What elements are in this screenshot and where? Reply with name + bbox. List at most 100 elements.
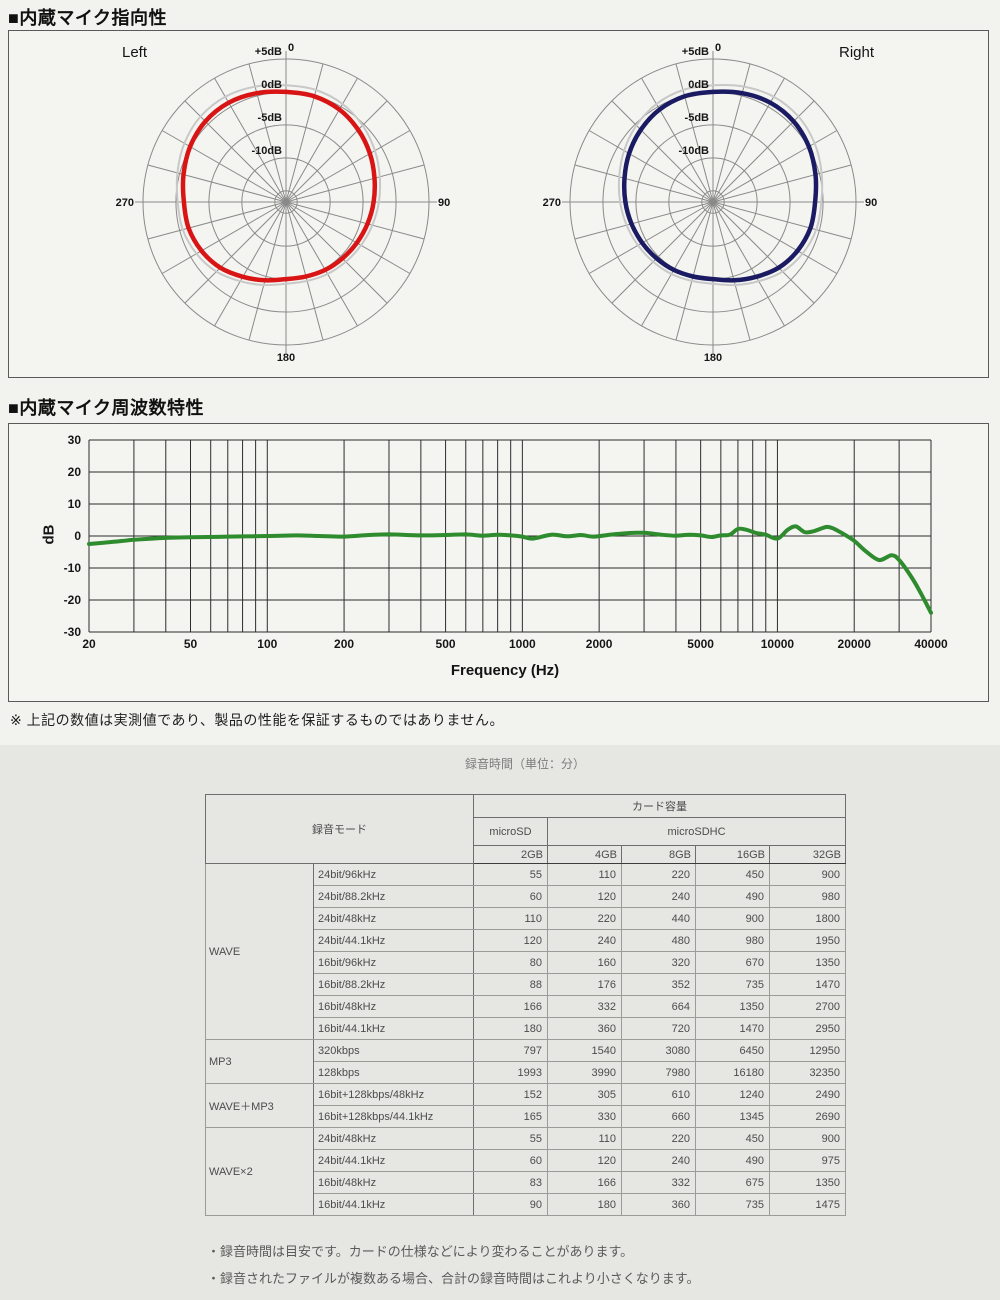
recording-minutes: 32350 <box>768 1061 847 1084</box>
footnotes: ・録音時間は目安です。カードの仕様などにより変わることがあります。 ・録音された… <box>207 1238 699 1292</box>
recording-mode: 16bit+128kbps/48kHz <box>313 1083 474 1106</box>
recording-minutes: 55 <box>473 863 548 886</box>
recording-mode: 320kbps <box>313 1039 474 1062</box>
recording-minutes: 90 <box>473 1193 548 1216</box>
recording-format-group: WAVE×2 <box>205 1127 314 1216</box>
recording-time-table: 録音モード カード容量 microSD microSDHC 2GB 4GB 8G… <box>205 794 847 1216</box>
recording-mode: 16bit/48kHz <box>313 995 474 1018</box>
recording-minutes: 88 <box>473 973 548 996</box>
svg-text:0: 0 <box>715 42 721 54</box>
y-axis-label: dB <box>40 524 58 545</box>
recording-minutes: 55 <box>473 1127 548 1150</box>
svg-text:-5dB: -5dB <box>258 112 283 124</box>
recording-minutes: 220 <box>621 1127 696 1150</box>
recording-mode: 16bit/48kHz <box>313 1171 474 1194</box>
recording-minutes: 900 <box>768 863 847 886</box>
recording-minutes: 1950 <box>768 929 847 952</box>
recording-minutes: 480 <box>621 929 696 952</box>
recording-minutes: 660 <box>621 1105 696 1128</box>
recording-mode: 128kbps <box>313 1061 474 1084</box>
recording-minutes: 120 <box>547 885 622 908</box>
recording-mode: 16bit/96kHz <box>313 951 474 974</box>
recording-format-group: WAVE＋MP3 <box>205 1083 314 1128</box>
header-microsdhc: microSDHC <box>546 817 847 846</box>
recording-minutes: 12950 <box>768 1039 847 1062</box>
recording-minutes: 152 <box>473 1083 548 1106</box>
recording-minutes: 240 <box>621 885 696 908</box>
recording-minutes: 332 <box>547 995 622 1018</box>
right-channel-label: Right <box>839 44 875 61</box>
recording-minutes: 980 <box>695 929 770 952</box>
recording-minutes: 83 <box>473 1171 548 1194</box>
recording-minutes: 900 <box>695 907 770 930</box>
recording-mode: 24bit/96kHz <box>313 863 474 886</box>
recording-minutes: 240 <box>547 929 622 952</box>
recording-minutes: 490 <box>695 1149 770 1172</box>
table-row: 16bit/48kHz 166 332 664 1350 2700 <box>206 995 847 1018</box>
frequency-chart-box: 30 20 10 0 -10 -20 -30 20 50 100 200 500 1000 2000 500… <box>8 423 989 702</box>
recording-minutes: 360 <box>621 1193 696 1216</box>
x-axis-label: Frequency (Hz) <box>450 662 560 679</box>
recording-minutes: 16180 <box>695 1061 770 1084</box>
recording-minutes: 180 <box>547 1193 622 1216</box>
svg-text:20: 20 <box>68 465 82 479</box>
svg-text:0dB: 0dB <box>261 79 282 91</box>
table-row: WAVE×2 24bit/48kHz 55 110 220 450 900 <box>205 1127 847 1216</box>
recording-mode: 16bit+128kbps/44.1kHz <box>313 1105 474 1128</box>
svg-text:90: 90 <box>865 197 877 209</box>
table-row: 16bit/48kHz 83 166 332 675 1350 <box>206 1171 847 1194</box>
recording-mode: 24bit/48kHz <box>313 1127 474 1150</box>
svg-text:1000: 1000 <box>509 637 536 651</box>
recording-minutes: 2490 <box>768 1083 847 1106</box>
svg-text:0: 0 <box>288 42 294 54</box>
recording-mode: 16bit/44.1kHz <box>313 1193 474 1216</box>
polar-charts-box: +5dB 0dB -5dB -10dB 0 90 270 180 +5dB 0dB -5dB -10d… <box>8 30 989 378</box>
svg-text:180: 180 <box>277 352 295 364</box>
svg-text:-20: -20 <box>64 593 82 607</box>
recording-minutes: 797 <box>473 1039 548 1062</box>
recording-minutes: 735 <box>695 973 770 996</box>
footnote-line: ・録音時間は目安です。カードの仕様などにより変わることがあります。 <box>207 1244 634 1259</box>
header-size-2gb: 2GB <box>473 845 548 864</box>
table-caption: 録音時間（単位：分） <box>464 757 585 771</box>
recording-minutes: 2690 <box>768 1105 847 1128</box>
recording-minutes: 120 <box>473 929 548 952</box>
section-title-frequency-response: ■内蔵マイク周波数特性 <box>8 398 205 418</box>
svg-text:50: 50 <box>184 637 198 651</box>
svg-text:10000: 10000 <box>761 637 795 651</box>
recording-minutes: 240 <box>621 1149 696 1172</box>
recording-minutes: 7980 <box>621 1061 696 1084</box>
recording-mode: 24bit/48kHz <box>313 907 474 930</box>
recording-minutes: 60 <box>473 1149 548 1172</box>
recording-minutes: 360 <box>547 1017 622 1040</box>
recording-minutes: 735 <box>695 1193 770 1216</box>
recording-minutes: 664 <box>621 995 696 1018</box>
svg-text:270: 270 <box>116 197 134 209</box>
table-row: 24bit/48kHz 110 220 440 900 1800 <box>206 907 847 930</box>
recording-minutes: 166 <box>473 995 548 1018</box>
recording-format-group: WAVE <box>205 863 314 1040</box>
recording-minutes: 440 <box>621 907 696 930</box>
header-size-4gb: 4GB <box>547 845 622 864</box>
recording-minutes: 352 <box>621 973 696 996</box>
recording-format-group: MP3 <box>205 1039 314 1084</box>
header-microsd: microSD <box>473 817 548 846</box>
recording-minutes: 176 <box>547 973 622 996</box>
recording-minutes: 166 <box>547 1171 622 1194</box>
svg-text:+5dB: +5dB <box>255 46 282 58</box>
table-row: 24bit/44.1kHz 120 240 480 980 1950 <box>206 929 847 952</box>
header-recording-mode: 録音モード <box>205 794 474 864</box>
recording-minutes: 110 <box>473 907 548 930</box>
recording-minutes: 160 <box>547 951 622 974</box>
svg-text:20: 20 <box>82 637 96 651</box>
section-title-mic-directivity: ■内蔵マイク指向性 <box>8 8 168 28</box>
svg-text:-30: -30 <box>64 625 82 639</box>
footnote-line: ・録音されたファイルが複数ある場合、合計の録音時間はこれより小さくなります。 <box>207 1271 700 1286</box>
recording-minutes: 490 <box>695 885 770 908</box>
svg-text:20000: 20000 <box>838 637 872 651</box>
svg-text:270: 270 <box>543 197 561 209</box>
recording-minutes: 120 <box>547 1149 622 1172</box>
recording-minutes: 1470 <box>768 973 847 996</box>
recording-minutes: 1350 <box>695 995 770 1018</box>
